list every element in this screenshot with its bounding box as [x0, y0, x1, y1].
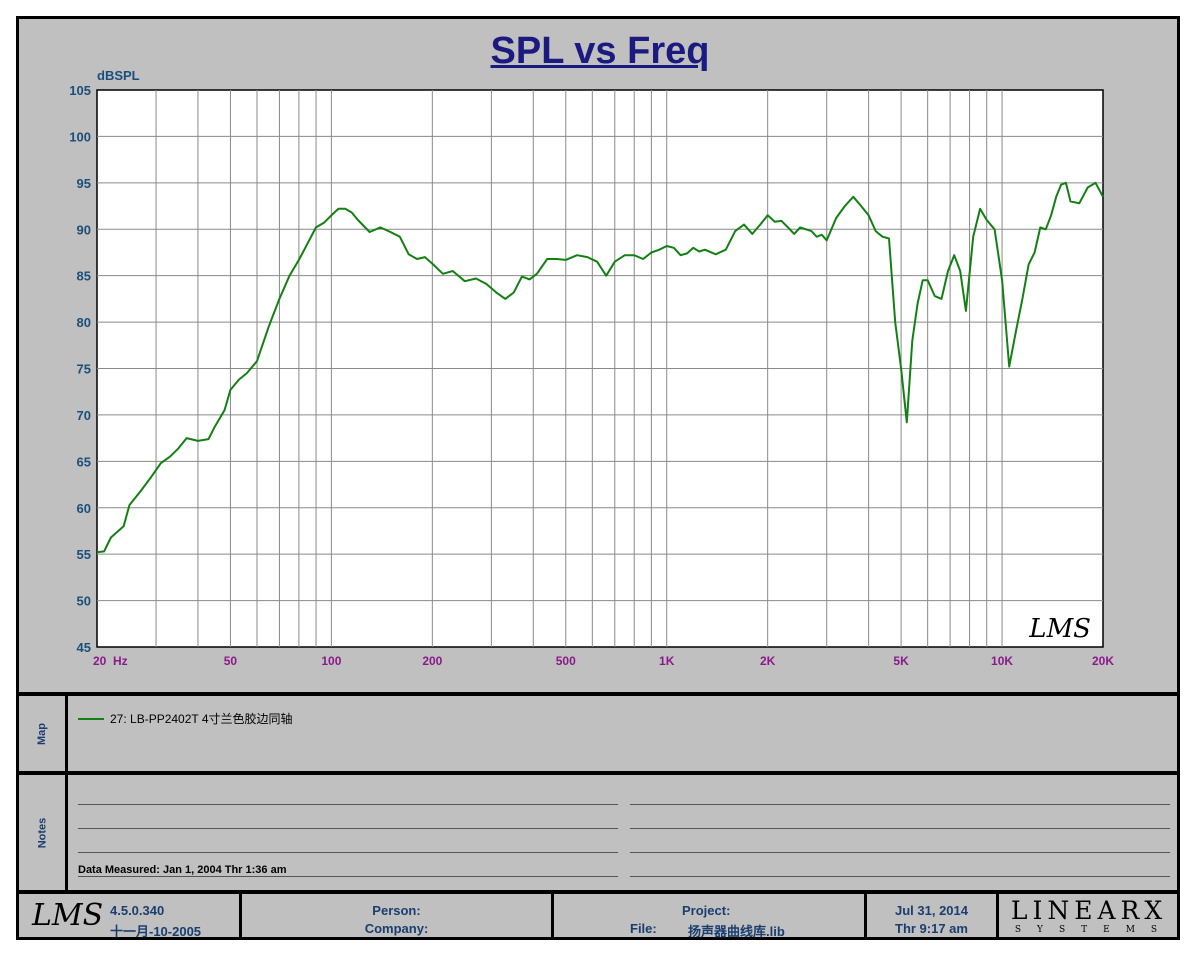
y-tick-label: 95 — [77, 176, 91, 191]
linearx-logo: LINEARX SYSTEMS — [1004, 898, 1174, 936]
x-tick-label: 100 — [321, 654, 341, 668]
y-tick-label: 45 — [77, 640, 91, 655]
map-label: Map — [36, 722, 48, 745]
legend-entry: 27: LB-PP2402T 4寸兰色胶边同轴 — [78, 710, 293, 727]
y-tick-label: 55 — [77, 547, 91, 562]
y-tick-label: 60 — [77, 501, 91, 516]
separator-footer-top — [18, 890, 1180, 894]
company-label: Company: — [364, 921, 429, 936]
legend-swatch — [78, 717, 104, 720]
footer-divider — [239, 894, 242, 940]
spl-series-line — [96, 181, 1104, 554]
separator-notes-top — [18, 771, 1180, 775]
y-axis-label: dBSPL — [97, 68, 140, 83]
y-tick-label: 75 — [77, 362, 91, 377]
x-tick-label: 50 — [224, 654, 238, 668]
note-line — [78, 828, 618, 829]
footer-lms-logo: LMS — [32, 898, 104, 933]
plot-lms-logo: LMS — [1028, 614, 1091, 644]
legend-label: 27: LB-PP2402T 4寸兰色胶边同轴 — [110, 712, 293, 726]
version: 4.5.0.340 — [110, 903, 165, 918]
file-label: File: — [630, 921, 657, 936]
footer-divider — [996, 894, 999, 940]
x-tick-label: 500 — [556, 654, 576, 668]
note-line — [78, 876, 618, 877]
note-line — [630, 852, 1170, 853]
data-measured: Data Measured: Jan 1, 2004 Thr 1:36 am — [78, 864, 287, 876]
y-tick-label: 65 — [77, 454, 91, 469]
note-line — [630, 876, 1170, 877]
note-line — [630, 828, 1170, 829]
x-tick-label: 20K — [1092, 654, 1114, 668]
person-label: Person: — [372, 903, 421, 918]
brand-sub: SYSTEMS — [1014, 925, 1174, 935]
chart-title: SPL vs Freq — [490, 30, 710, 72]
y-tick-label: 80 — [77, 315, 91, 330]
y-tick-label: 105 — [69, 83, 91, 98]
footer-divider — [551, 894, 554, 940]
x-tick-label: 20 Hz — [93, 654, 128, 668]
y-tick-label: 50 — [77, 594, 91, 609]
note-line — [78, 804, 618, 805]
x-tick-label: 10K — [991, 654, 1013, 668]
file-value: 扬声器曲线库.lib — [688, 924, 785, 939]
y-tick-label: 90 — [77, 222, 91, 237]
separator-side-column — [65, 694, 68, 892]
notes-label: Notes — [36, 817, 48, 848]
version-date: 十一月-10-2005 — [110, 924, 202, 939]
x-tick-label: 1K — [659, 654, 675, 668]
brand-name: LINEARX — [1010, 896, 1168, 925]
footer-divider — [864, 894, 867, 940]
x-tick-label: 5K — [893, 654, 909, 668]
separator-map-top — [18, 692, 1180, 696]
report-date: Jul 31, 2014 — [895, 903, 968, 918]
y-tick-label: 70 — [77, 408, 91, 423]
report-time: Thr 9:17 am — [895, 921, 968, 936]
project-label: Project: — [682, 903, 731, 918]
x-tick-label: 200 — [422, 654, 442, 668]
y-tick-label: 100 — [69, 129, 91, 144]
note-line — [630, 804, 1170, 805]
note-line — [78, 852, 618, 853]
y-tick-label: 85 — [77, 269, 91, 284]
x-tick-label: 2K — [760, 654, 776, 668]
